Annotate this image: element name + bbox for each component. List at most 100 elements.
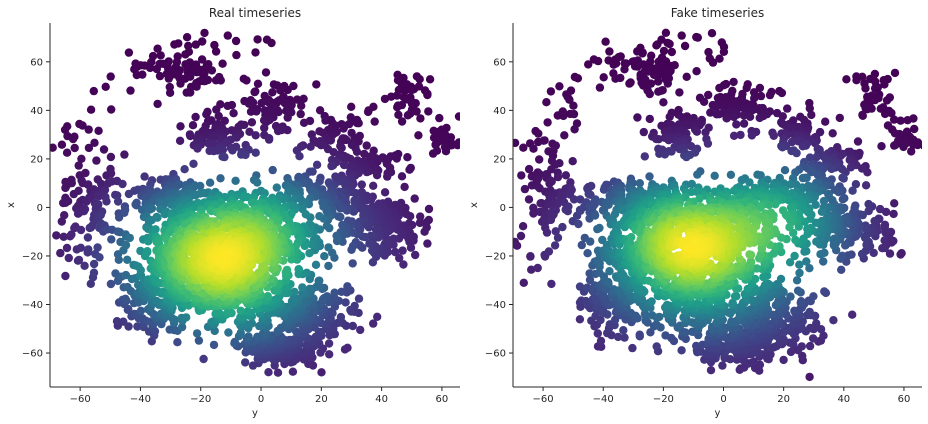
scatter-point [120,150,129,159]
scatter-point [682,72,691,82]
scatter-point [708,58,718,67]
scatter-point [362,167,372,177]
scatter-points [513,28,922,382]
scatter-point [64,253,74,263]
scatter-point [513,241,522,250]
scatter-point [616,73,625,83]
scatter-point [596,336,606,346]
scatter-point [348,321,357,331]
scatter-point [155,71,165,81]
scatter-point [405,165,414,174]
scatter-point [319,128,328,138]
scatter-point [542,228,552,237]
scatter-point [338,220,347,230]
scatter-point [61,271,70,281]
x-tick-label: −60 [70,394,91,405]
scatter-point [755,83,765,93]
scatter-point [692,127,702,136]
scatter-point [205,178,215,187]
scatter-point [106,152,116,162]
scatter-point [715,110,724,119]
scatter-point [182,33,192,42]
scatter-point [90,138,99,147]
scatter-point [800,247,809,256]
scatter-point [806,323,815,333]
scatter-point [633,62,642,71]
scatter-point [289,294,298,303]
scatter-point [312,80,321,89]
scatter-point [191,112,200,122]
scatter-point [730,292,740,301]
scatter-point [177,322,187,332]
scatter-point [792,148,801,158]
scatter-point [607,331,616,340]
scatter-point [321,116,330,125]
scatter-point [646,79,656,88]
scatter-point [224,307,233,316]
scatter-point [812,153,821,162]
scatter-point [347,102,356,112]
scatter-point [193,144,202,153]
scatter-point [860,233,870,243]
scatter-point [593,56,603,66]
scatter-point [749,357,759,366]
scatter-point [76,243,86,252]
scatter-point [207,66,217,75]
scatter-point [301,210,310,219]
scatter-point [299,94,308,104]
scatter-point [812,237,821,246]
scatter-point [241,358,250,367]
scatter-point [516,231,526,241]
scatter-point [793,286,803,295]
scatter-point [910,124,919,134]
scatter-point [540,136,549,145]
scatter-point [294,265,303,274]
scatter-point [281,268,290,277]
scatter-point [654,77,663,86]
scatter-point [176,122,185,131]
scatter-point [858,111,867,121]
scatter-point [193,283,203,292]
scatter-point [138,70,147,79]
scatter-point [805,104,814,113]
scatter-point [251,131,260,140]
scatter-point [231,176,240,185]
scatter-point [665,112,674,122]
scatter-point [841,241,850,250]
scatter-point [704,90,713,100]
y-tick-label: 20 [30,154,43,165]
scatter-point [62,243,72,253]
scatter-point [315,212,324,221]
scatter-point [790,251,799,261]
scatter-point [300,241,309,251]
scatter-point [125,233,134,243]
scatter-point [78,121,87,130]
scatter-point [660,150,670,159]
scatter-point [272,183,281,192]
scatter-point [383,172,392,181]
scatter-point [300,297,309,306]
scatter-point [736,130,745,140]
scatter-point [851,180,861,189]
scatter-point [555,82,564,91]
scatter-point [529,209,538,218]
scatter-point [635,179,644,188]
scatter-point [216,174,225,183]
scatter-point [230,337,239,347]
scatter-point [253,79,263,89]
scatter-point [654,135,663,144]
scatter-point [544,247,554,256]
scatter-point [297,101,306,111]
scatter-point [659,98,668,107]
scatter-point [726,170,736,179]
scatter-point [200,76,210,86]
scatter-point [559,191,568,200]
scatter-point [751,274,760,284]
scatter-point [151,225,160,234]
x-tick-label: −20 [190,394,211,405]
scatter-point [244,332,253,341]
scatter-point [585,275,595,285]
scatter-point [236,306,245,315]
scatter-point [306,142,315,151]
